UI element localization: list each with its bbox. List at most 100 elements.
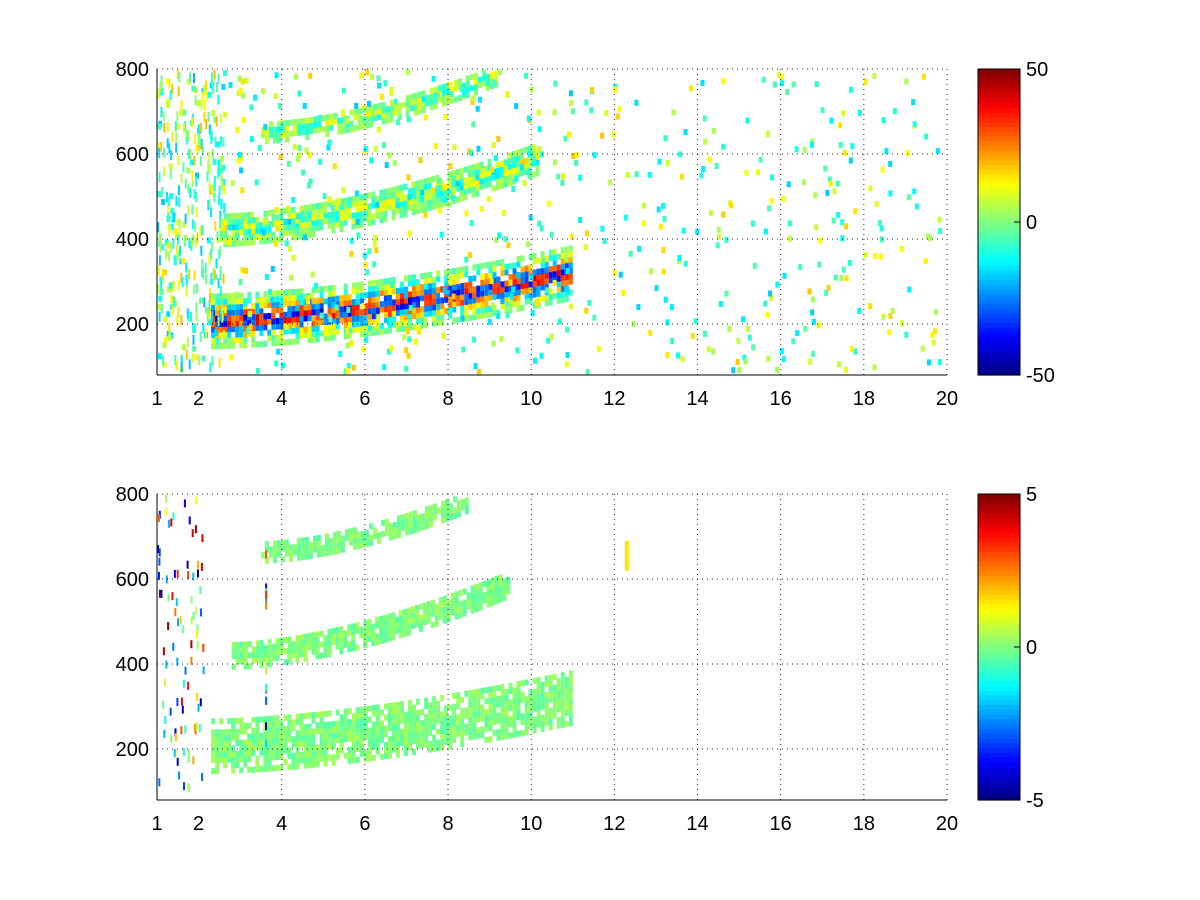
heatmap-cell: [207, 91, 212, 98]
heatmap-cell: [251, 651, 256, 658]
heatmap-cell: [472, 292, 477, 298]
heatmap-cell: [184, 178, 187, 189]
heatmap-cell: [464, 287, 469, 294]
heatmap-cell: [432, 740, 437, 747]
heatmap-cell: [396, 515, 401, 522]
heatmap-cell: [347, 327, 352, 334]
heatmap-cell: [459, 173, 464, 180]
heatmap-cell: [251, 319, 256, 326]
heatmap-cell: [460, 741, 465, 748]
heatmap-cell: [924, 133, 929, 140]
x-tick-label: 18: [853, 813, 875, 835]
heatmap-cell: [310, 292, 315, 299]
heatmap-cell: [355, 293, 360, 300]
heatmap-cell: [231, 647, 236, 654]
heatmap-cell: [331, 743, 336, 750]
heatmap-cell: [231, 240, 236, 247]
heatmap-cell: [456, 289, 461, 296]
heatmap-cell: [219, 293, 224, 300]
heatmap-cell: [303, 216, 308, 222]
heatmap-cell: [487, 318, 492, 325]
heatmap-cell: [413, 92, 418, 99]
heatmap-cell: [337, 123, 342, 130]
heatmap-cell: [295, 735, 300, 742]
heatmap-cell: [435, 202, 440, 209]
heatmap-cell: [300, 543, 305, 550]
heatmap-cell: [415, 202, 420, 209]
heatmap-cell: [331, 296, 336, 302]
heatmap-cell: [403, 211, 408, 218]
heatmap-cell: [813, 192, 818, 199]
heatmap-cell: [190, 236, 193, 247]
heatmap-cell: [428, 707, 433, 714]
heatmap-cell: [247, 297, 252, 304]
heatmap-cell: [455, 174, 460, 181]
heatmap-cell: [907, 286, 912, 293]
heatmap-cell: [448, 274, 453, 281]
heatmap-cell: [367, 192, 372, 199]
heatmap-cell: [303, 298, 308, 305]
heatmap-cell: [211, 735, 216, 741]
heatmap-cell: [404, 717, 408, 724]
heatmap-cell: [351, 288, 356, 295]
heatmap-cell: [440, 739, 445, 746]
heatmap-cell: [351, 729, 356, 736]
heatmap-cell: [215, 309, 220, 316]
heatmap-cell: [208, 254, 211, 265]
heatmap-cell: [279, 737, 284, 744]
heatmap-cell: [315, 203, 320, 209]
heatmap-cell: [244, 268, 248, 274]
heatmap-cell: [275, 295, 280, 302]
heatmap-cell: [395, 751, 400, 758]
heatmap-cell: [511, 162, 516, 169]
heatmap-cell: [199, 331, 202, 342]
heatmap-cell: [215, 757, 220, 763]
heatmap-cell: [786, 181, 791, 188]
heatmap-cell: [396, 520, 401, 527]
heatmap-cell: [556, 286, 561, 293]
heatmap-cell: [428, 282, 433, 289]
heatmap-cell: [221, 180, 224, 191]
heatmap-cell: [235, 298, 240, 305]
heatmap-cell: [483, 182, 488, 189]
heatmap-cell: [436, 292, 441, 299]
heatmap-cell: [309, 117, 314, 123]
heatmap-cell: [385, 106, 390, 113]
colorbar-segment: [978, 245, 1020, 252]
heatmap-cell: [352, 543, 357, 550]
heatmap-cell: [275, 726, 280, 733]
heatmap-cell: [433, 103, 438, 110]
heatmap-cell: [395, 622, 399, 629]
heatmap-cell: [432, 514, 437, 521]
heatmap-cell: [881, 117, 886, 124]
heatmap-cell: [532, 689, 537, 695]
heatmap-cell: [363, 755, 368, 762]
heatmap-cell: [235, 739, 240, 746]
heatmap-cell: [487, 175, 492, 182]
colorbar-segment: [978, 608, 1020, 615]
heatmap-cell: [448, 743, 453, 750]
heatmap-cell: [267, 232, 272, 239]
colorbar-segment: [978, 780, 1020, 787]
heatmap-cell: [259, 227, 264, 234]
heatmap-cell: [347, 196, 352, 203]
heatmap-cell: [234, 232, 239, 239]
heatmap-cell: [166, 242, 171, 249]
heatmap-cell: [239, 212, 244, 219]
heatmap-cell: [480, 296, 485, 303]
heatmap-cell: [476, 145, 481, 152]
heatmap-cell: [211, 298, 216, 305]
heatmap-cell: [511, 286, 516, 293]
heatmap-cell: [187, 268, 190, 279]
colorbar-segment: [978, 116, 1020, 123]
heatmap-cell: [440, 511, 445, 518]
heatmap-cell: [299, 729, 304, 736]
heatmap-cell: [424, 730, 429, 737]
colorbar-segment: [978, 231, 1020, 237]
heatmap-cell: [251, 739, 256, 745]
heatmap-cell: [516, 300, 521, 307]
heatmap-cell: [295, 730, 300, 737]
heatmap-cell: [524, 265, 529, 272]
heatmap-cell: [484, 289, 489, 296]
heatmap-cell: [400, 292, 404, 299]
